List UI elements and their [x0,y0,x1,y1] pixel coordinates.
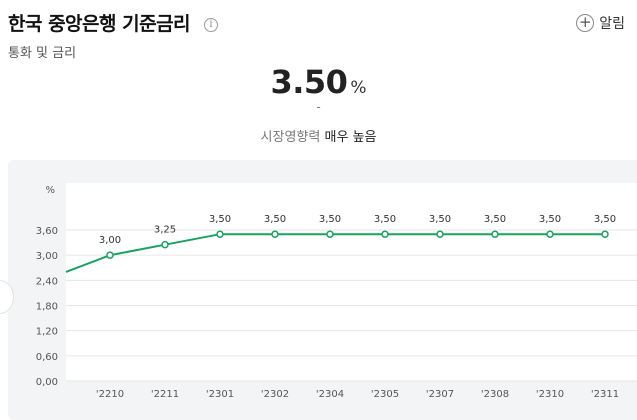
data-point[interactable] [326,230,334,238]
data-point[interactable] [491,230,499,238]
x-tick-label: '2308 [481,389,509,400]
data-label: 3,50 [484,214,506,225]
rate-line-chart: 0,00 0,60 1,20 1,80 2,40 3,00 3,60% '2210 '2211 '… [36,183,637,400]
data-point[interactable] [161,240,169,249]
y-tick-label: 3,00 [36,251,58,262]
data-point[interactable] [216,230,224,238]
x-tick-label: '2210 [96,389,124,400]
data-label: 3,50 [594,214,616,225]
data-label: 3,25 [154,225,176,236]
plus-circle-icon: + [576,14,595,32]
data-label: 3,50 [539,214,561,225]
impact-label: 시장영향력 [260,130,321,145]
data-point[interactable] [601,230,609,238]
y-tick-label: 3,60 [36,226,58,237]
y-unit-label: % [45,185,55,196]
y-tick-label: 0,60 [36,352,58,363]
data-point[interactable] [546,230,554,238]
rate-change: - [316,100,321,114]
x-tick-label: '2305 [371,389,399,400]
x-tick-label: '2301 [206,389,234,400]
data-label: 3,50 [374,214,396,225]
y-tick-label: 1,80 [36,302,58,313]
y-tick-label: 2,40 [36,276,58,287]
y-tick-label: 0,00 [36,377,58,388]
y-tick-label: 1,20 [36,327,58,338]
x-tick-label: '2304 [316,389,344,400]
rate-unit: % [350,78,367,98]
data-label: 3,50 [209,214,231,225]
x-tick-label: '2310 [536,389,564,400]
alarm-button[interactable]: + 알림 [576,12,625,34]
plot-area [66,183,637,381]
page-title: 한국 중앙은행 기준금리 [8,13,191,35]
data-point[interactable] [381,230,389,238]
data-point[interactable] [436,230,444,238]
x-tick-label: '2311 [591,389,619,400]
rate-value: 3.50 [270,63,348,101]
data-label: 3,50 [429,214,451,225]
x-tick-label: '2307 [426,389,454,400]
data-label: 3,50 [264,214,286,225]
market-impact: 시장영향력 매우 높음 [0,126,637,145]
current-rate: 3.50% [0,63,637,101]
x-tick-label: '2302 [261,389,289,400]
data-label: 3,00 [99,235,121,246]
impact-level: 매우 높음 [324,130,377,145]
info-icon[interactable]: i [204,18,218,32]
data-point[interactable] [271,230,279,238]
category-subtitle: 통화 및 금리 [8,46,77,61]
x-tick-label: '2211 [151,389,179,400]
alarm-label: 알림 [599,16,625,32]
data-label: 3,50 [319,214,341,225]
data-point[interactable] [106,251,114,259]
